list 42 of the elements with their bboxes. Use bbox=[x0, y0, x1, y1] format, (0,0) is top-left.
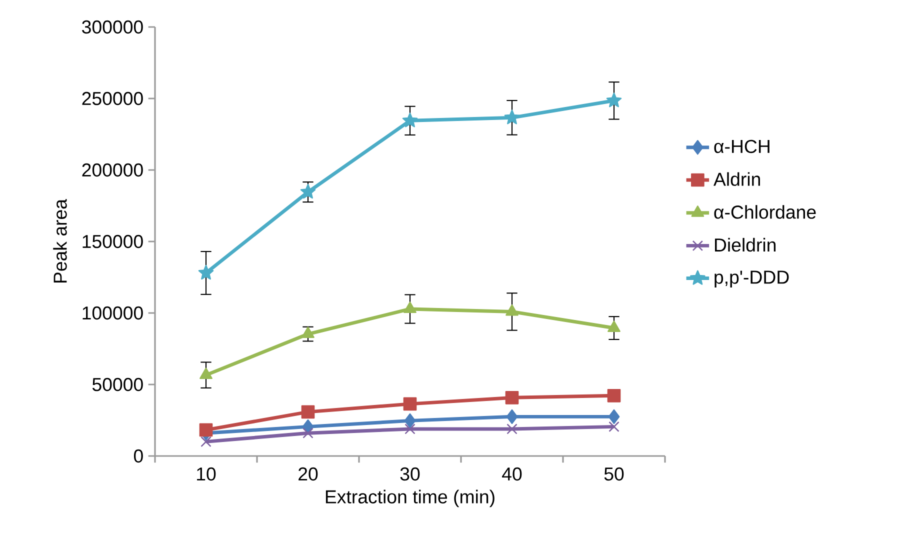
point bbox=[607, 388, 621, 402]
legend-label: p,p'-DDD bbox=[714, 270, 789, 288]
point bbox=[404, 413, 416, 428]
y-tick-label: 300000 bbox=[82, 20, 143, 34]
point bbox=[200, 436, 212, 448]
point bbox=[506, 409, 518, 424]
point bbox=[302, 326, 314, 338]
x-axis-title: Extraction time (min) bbox=[326, 490, 494, 508]
point bbox=[199, 423, 213, 437]
point bbox=[506, 304, 518, 316]
point bbox=[198, 264, 214, 280]
x-tick-label: 40 bbox=[502, 467, 522, 481]
point bbox=[200, 368, 212, 380]
point bbox=[608, 320, 620, 332]
y-tick-label: 200000 bbox=[82, 163, 143, 177]
y-tick-label: 0 bbox=[134, 449, 143, 463]
y-tick-label: 250000 bbox=[82, 92, 143, 106]
point bbox=[301, 405, 315, 419]
point bbox=[403, 397, 417, 411]
legend-label: α-HCH bbox=[714, 140, 770, 154]
point bbox=[404, 302, 416, 313]
x-tick-label: 50 bbox=[604, 467, 624, 481]
x-tick-label: 30 bbox=[400, 467, 420, 481]
x-tick-label: 10 bbox=[197, 467, 216, 481]
y-tick-label: 100000 bbox=[82, 306, 143, 320]
x-tick-label: 20 bbox=[298, 467, 318, 481]
point bbox=[505, 390, 519, 404]
point bbox=[402, 112, 418, 128]
point bbox=[608, 421, 620, 432]
point bbox=[608, 409, 620, 424]
y-axis-title: Peak area bbox=[53, 198, 67, 283]
legend-label: Dieldrin bbox=[714, 238, 776, 252]
legend-label: α-Chlordane bbox=[714, 205, 816, 219]
point bbox=[404, 424, 416, 434]
y-tick-label: 50000 bbox=[92, 378, 143, 392]
point bbox=[504, 110, 520, 124]
point bbox=[506, 424, 518, 434]
point bbox=[300, 184, 316, 199]
legend-label: Aldrin bbox=[714, 172, 760, 186]
y-tick-label: 150000 bbox=[82, 234, 143, 248]
point bbox=[302, 428, 314, 439]
point bbox=[606, 92, 622, 108]
